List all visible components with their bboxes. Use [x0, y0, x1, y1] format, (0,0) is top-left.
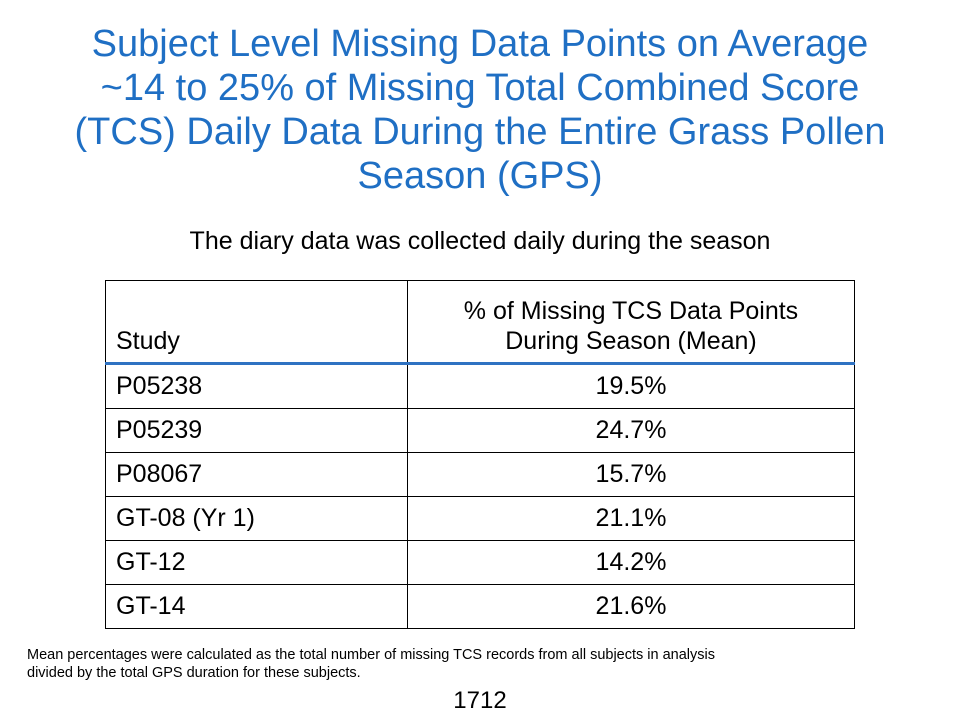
- missing-pct-cell: 14.2%: [407, 540, 855, 585]
- slide-subtitle: The diary data was collected daily durin…: [189, 227, 771, 255]
- study-cell: GT-12: [105, 540, 408, 585]
- table-row: P05239 24.7%: [105, 408, 855, 453]
- slide-title-line: ~14 to 25% of Missing Total Combined Sco…: [100, 67, 860, 109]
- page-number: 1712: [453, 687, 507, 714]
- table-header-row: Study % of Missing TCS Data Points Durin…: [105, 280, 855, 365]
- column-header-line: During Season (Mean): [505, 327, 757, 355]
- slide-title-line: (TCS) Daily Data During the Entire Grass…: [74, 111, 886, 153]
- table-row: P08067 15.7%: [105, 452, 855, 497]
- study-cell: GT-08 (Yr 1): [105, 496, 408, 541]
- missing-pct-cell: 21.6%: [407, 584, 855, 629]
- slide-title-line: Subject Level Missing Data Points on Ave…: [91, 23, 869, 65]
- study-cell: P08067: [105, 452, 408, 497]
- footnote-line: Mean percentages were calculated as the …: [27, 647, 715, 663]
- footnote: Mean percentages were calculated as the …: [27, 646, 937, 682]
- slide-title: Subject Level Missing Data Points on Ave…: [0, 22, 960, 198]
- table-row: GT-12 14.2%: [105, 540, 855, 585]
- table-row: GT-08 (Yr 1) 21.1%: [105, 496, 855, 541]
- study-cell: GT-14: [105, 584, 408, 629]
- missing-pct-cell: 24.7%: [407, 408, 855, 453]
- column-header-missing-pct: % of Missing TCS Data Points During Seas…: [407, 280, 855, 365]
- table-row: P05238 19.5%: [105, 363, 855, 409]
- slide-title-line: Season (GPS): [357, 155, 603, 197]
- missing-pct-cell: 19.5%: [407, 363, 855, 409]
- table-row: GT-14 21.6%: [105, 584, 855, 629]
- missing-data-table: Study % of Missing TCS Data Points Durin…: [105, 280, 855, 629]
- study-cell: P05239: [105, 408, 408, 453]
- missing-pct-cell: 21.1%: [407, 496, 855, 541]
- study-cell: P05238: [105, 363, 408, 409]
- footnote-line: divided by the total GPS duration for th…: [27, 665, 361, 681]
- column-header-line: % of Missing TCS Data Points: [463, 297, 799, 325]
- missing-pct-cell: 15.7%: [407, 452, 855, 497]
- column-header-study: Study: [105, 280, 408, 365]
